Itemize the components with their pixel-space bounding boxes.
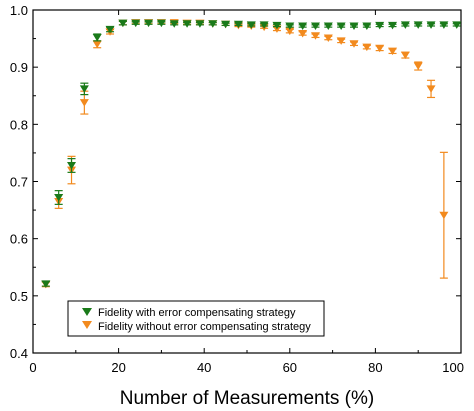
data-point xyxy=(298,29,308,38)
legend-marker-without-strategy xyxy=(82,321,92,329)
y-tick-label: 0.5 xyxy=(10,289,28,304)
data-point xyxy=(144,19,154,28)
data-point xyxy=(79,99,89,107)
y-tick-label: 0.4 xyxy=(10,346,28,361)
data-point xyxy=(439,21,449,29)
series-1 xyxy=(41,19,449,289)
data-point xyxy=(426,85,436,93)
series-0 xyxy=(41,19,462,288)
data-point xyxy=(400,21,410,29)
data-point xyxy=(41,280,51,288)
data-point xyxy=(285,22,295,31)
data-point xyxy=(259,21,269,29)
legend-label-without-strategy: Fidelity without error compensating stra… xyxy=(98,321,311,333)
x-axis-ticks: 0 20 40 60 80 100 xyxy=(29,10,464,375)
y-axis-ticks: 0.4 0.5 0.6 0.7 0.8 0.9 1.0 xyxy=(10,3,461,361)
x-tick-label: 100 xyxy=(442,360,464,375)
data-point xyxy=(310,22,320,31)
data-point xyxy=(336,22,346,31)
data-point xyxy=(426,21,436,29)
data-point xyxy=(208,20,218,28)
y-tick-label: 0.9 xyxy=(10,60,28,75)
legend: Fidelity with error compensating strateg… xyxy=(67,300,325,337)
x-axis-label: Number of Measurements (%) xyxy=(120,388,374,409)
data-point xyxy=(323,22,333,31)
data-point xyxy=(375,44,385,53)
data-point xyxy=(169,20,179,28)
data-point xyxy=(388,47,398,56)
data-point xyxy=(323,34,333,43)
x-tick-label: 60 xyxy=(283,360,297,375)
y-tick-label: 1.0 xyxy=(10,3,28,18)
data-point xyxy=(349,40,359,48)
data-point xyxy=(336,37,346,45)
y-tick-label: 0.7 xyxy=(10,175,28,190)
data-point xyxy=(79,85,89,93)
data-point xyxy=(349,22,359,31)
y-tick-label: 0.8 xyxy=(10,117,28,132)
x-tick-label: 20 xyxy=(111,360,125,375)
y-tick-label: 0.6 xyxy=(10,232,28,247)
data-point xyxy=(298,22,308,31)
series-layer xyxy=(41,19,462,289)
data-point xyxy=(362,43,372,52)
data-point xyxy=(246,21,256,29)
data-point xyxy=(375,21,385,30)
x-tick-label: 80 xyxy=(368,360,382,375)
data-point xyxy=(67,161,77,170)
legend-box xyxy=(67,300,325,337)
data-point xyxy=(118,19,128,28)
x-tick-label: 40 xyxy=(197,360,211,375)
legend-marker-with-strategy xyxy=(82,308,92,316)
data-point xyxy=(310,32,320,40)
data-point xyxy=(272,21,282,30)
data-point xyxy=(233,20,243,29)
data-point xyxy=(362,22,372,31)
x-tick-label: 0 xyxy=(29,360,36,375)
data-point xyxy=(156,19,166,28)
data-point xyxy=(413,21,423,29)
data-point xyxy=(92,33,102,42)
data-point xyxy=(452,21,462,29)
data-point xyxy=(54,194,64,202)
legend-label-with-strategy: Fidelity with error compensating strateg… xyxy=(98,307,296,319)
data-point xyxy=(400,51,410,60)
data-point xyxy=(388,21,398,30)
data-point xyxy=(105,25,115,34)
data-point xyxy=(182,20,192,28)
data-point xyxy=(413,62,423,71)
data-point xyxy=(131,19,141,28)
data-point xyxy=(195,20,205,28)
data-point xyxy=(92,40,102,49)
data-point xyxy=(439,211,449,220)
data-point xyxy=(221,20,231,29)
data-point xyxy=(285,27,295,36)
